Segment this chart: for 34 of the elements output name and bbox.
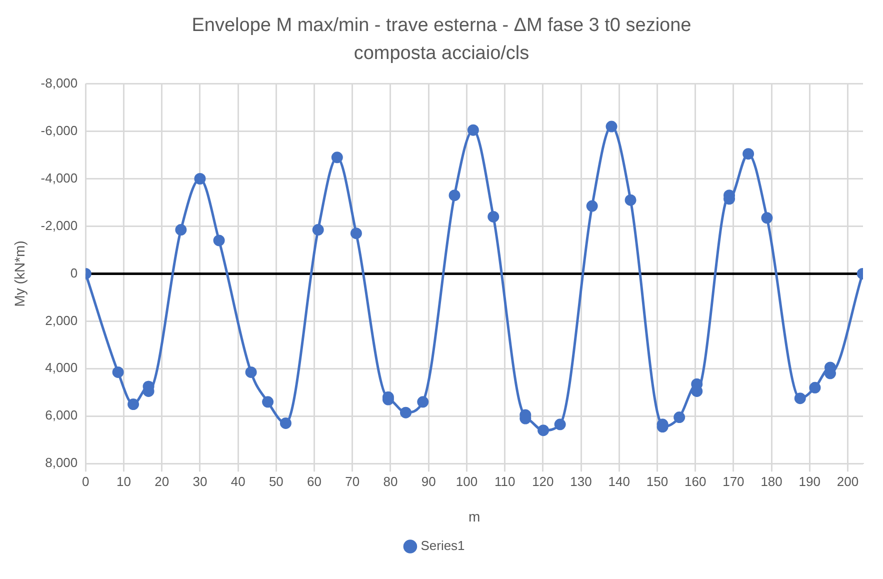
x-tick-label: 150 bbox=[646, 474, 668, 489]
x-tick-label: 90 bbox=[421, 474, 436, 489]
x-tick-label: 130 bbox=[570, 474, 592, 489]
x-tick-label: 170 bbox=[722, 474, 744, 489]
x-tick-label: 60 bbox=[307, 474, 322, 489]
x-tick-label: 30 bbox=[192, 474, 208, 489]
y-tick-label: -8,000 bbox=[40, 75, 78, 90]
x-tick-label: 160 bbox=[684, 474, 706, 489]
x-axis-title: m bbox=[468, 508, 480, 524]
x-tick-label: 70 bbox=[345, 474, 360, 489]
x-tick-label: 40 bbox=[230, 474, 246, 489]
y-tick-label: -2,000 bbox=[40, 218, 78, 233]
x-tick-label: 140 bbox=[608, 474, 630, 489]
y-tick-label: 8,000 bbox=[45, 455, 78, 470]
x-tick-label: 120 bbox=[532, 474, 554, 489]
x-tick-label: 50 bbox=[268, 474, 284, 489]
y-tick-label: 0 bbox=[70, 265, 78, 280]
legend-label: Series1 bbox=[420, 538, 465, 554]
y-tick-label: 6,000 bbox=[45, 408, 78, 423]
y-tick-label: -4,000 bbox=[40, 170, 78, 186]
x-tick-label: 10 bbox=[116, 474, 131, 489]
x-tick-label: 180 bbox=[760, 474, 782, 489]
x-tick-label: 200 bbox=[836, 474, 859, 489]
x-tick-label: 190 bbox=[798, 474, 821, 489]
y-tick-label: 2,000 bbox=[45, 312, 78, 328]
chart-title: Envelope M max/min - trave esterna - ΔM fase 3 t0 sezione composta acciaio/cls bbox=[190, 14, 692, 66]
x-tick-label: 80 bbox=[383, 474, 398, 489]
y-axis-title: My (kN*m) bbox=[11, 240, 28, 307]
y-tick-label: -6,000 bbox=[40, 122, 78, 138]
y-tick-label: 4,000 bbox=[45, 360, 78, 376]
x-tick-label: 0 bbox=[82, 474, 90, 489]
x-tick-label: 110 bbox=[494, 474, 516, 489]
x-tick-label: 20 bbox=[154, 474, 170, 489]
x-tick-label: 100 bbox=[456, 474, 478, 489]
